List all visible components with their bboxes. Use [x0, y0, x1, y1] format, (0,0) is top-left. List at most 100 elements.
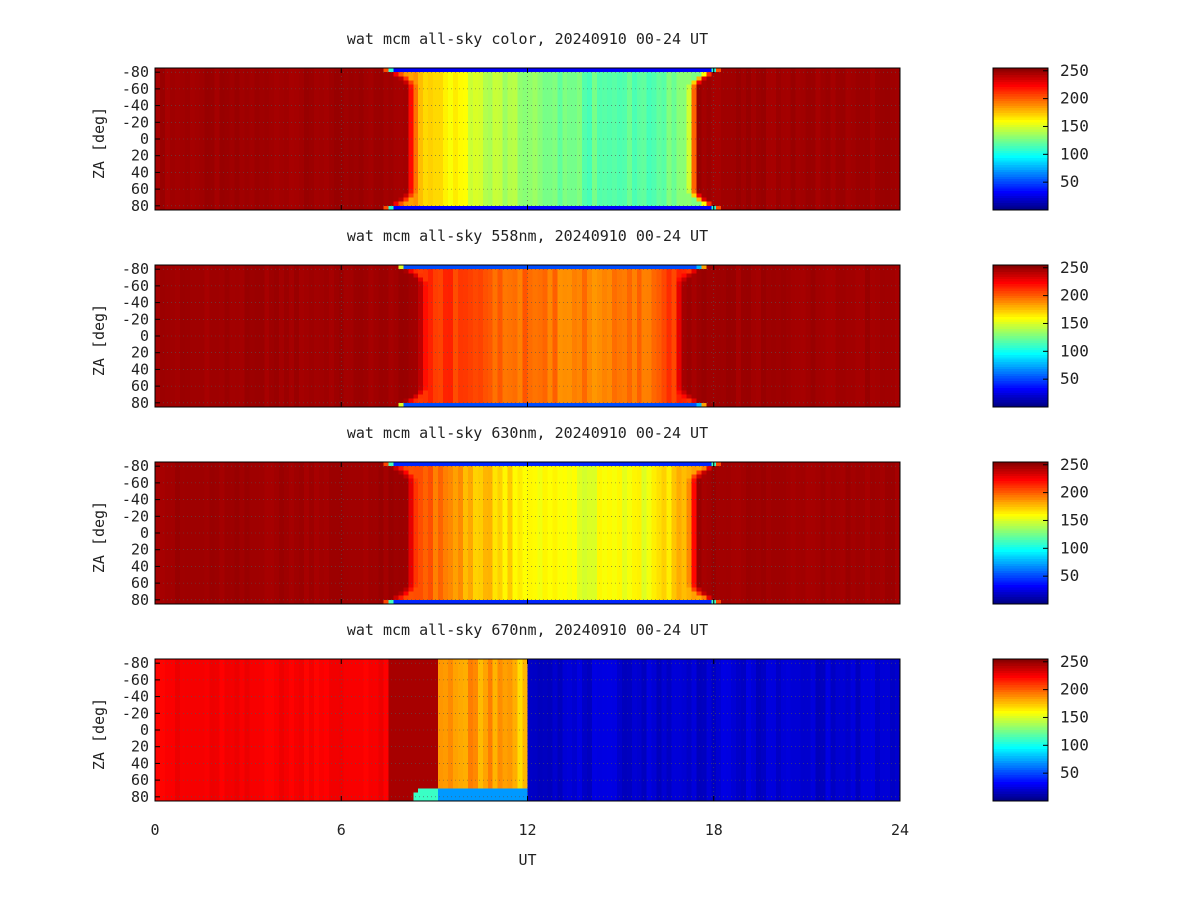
heatmap-cell	[457, 205, 464, 211]
heatmap-cell	[457, 118, 464, 123]
heatmap-cell	[731, 109, 737, 115]
heatmap-cell	[661, 172, 668, 178]
heatmap-cell	[542, 134, 548, 140]
heatmap-cell	[751, 76, 757, 82]
heatmap-cell	[249, 84, 255, 90]
heatmap-cell	[358, 93, 365, 98]
heatmap-cell	[428, 197, 434, 203]
heatmap-cell	[507, 147, 514, 153]
heatmap-cell	[850, 68, 856, 73]
heatmap-cell	[383, 172, 390, 178]
heatmap-cell	[775, 205, 782, 211]
heatmap-cell	[845, 122, 851, 128]
heatmap-cell	[681, 126, 688, 132]
heatmap-cell	[755, 130, 762, 136]
heatmap-cell	[666, 68, 673, 73]
heatmap-cell	[691, 109, 697, 115]
heatmap-cell	[646, 176, 653, 182]
heatmap-cell	[194, 201, 201, 207]
heatmap-cell	[194, 88, 201, 94]
heatmap-cell	[179, 76, 186, 82]
heatmap-cell	[368, 109, 375, 115]
heatmap-cell	[299, 151, 305, 157]
heatmap-cell	[666, 139, 673, 144]
heatmap-cell	[204, 101, 211, 107]
heatmap-cell	[234, 189, 241, 194]
heatmap-cell	[562, 97, 568, 103]
heatmap-cell	[785, 68, 792, 73]
heatmap-cell	[606, 168, 613, 174]
heatmap-cell	[229, 134, 236, 140]
heatmap-cell	[492, 76, 499, 82]
heatmap-cell	[274, 180, 280, 186]
heatmap-cell	[780, 193, 787, 199]
heatmap-cell	[259, 80, 265, 86]
heatmap-cell	[155, 105, 161, 111]
heatmap-cell	[746, 68, 752, 73]
heatmap-cell	[711, 147, 717, 153]
heatmap-cell	[805, 88, 812, 94]
heatmap-cell	[621, 72, 628, 77]
heatmap-cell	[403, 68, 409, 73]
heatmap-cell	[492, 113, 499, 119]
heatmap-cell	[825, 180, 832, 186]
heatmap-cell	[294, 134, 300, 140]
heatmap-cell	[204, 205, 211, 211]
heatmap-cell	[418, 139, 424, 144]
heatmap-cell	[204, 147, 211, 153]
heatmap-cell	[656, 93, 663, 98]
heatmap-cell	[214, 80, 221, 86]
heatmap-cell	[800, 101, 807, 107]
heatmap-cell	[805, 159, 812, 165]
heatmap-cell	[179, 139, 186, 144]
heatmap-cell	[155, 84, 161, 90]
heatmap-cell	[686, 118, 692, 123]
heatmap-cell	[358, 193, 365, 199]
heatmap-cell	[860, 80, 866, 86]
heatmap-cell	[746, 101, 752, 107]
heatmap-cell	[353, 118, 360, 123]
heatmap-cell	[189, 113, 196, 119]
heatmap-cell	[736, 88, 742, 94]
heatmap-cell	[711, 118, 717, 123]
heatmap-cell	[706, 139, 712, 144]
heatmap-cell	[388, 72, 394, 77]
heatmap-cell	[184, 201, 191, 207]
heatmap-cell	[299, 147, 305, 153]
heatmap-cell	[522, 80, 529, 86]
heatmap-cell	[795, 80, 802, 86]
heatmap-cell	[462, 151, 469, 157]
heatmap-cell	[398, 88, 404, 94]
heatmap-cell	[815, 97, 822, 103]
heatmap-cell	[308, 105, 315, 111]
heatmap-cell	[393, 105, 399, 111]
heatmap-cell	[507, 122, 514, 128]
heatmap-cell	[358, 68, 365, 73]
heatmap-cell	[691, 184, 697, 190]
heatmap-cell	[527, 168, 534, 174]
heatmap-cell	[567, 155, 573, 161]
heatmap-cell	[656, 176, 663, 182]
heatmap-cell	[328, 118, 335, 123]
heatmap-cell	[308, 93, 315, 98]
heatmap-cell	[204, 113, 211, 119]
heatmap-cell	[249, 113, 255, 119]
heatmap-cell	[676, 134, 683, 140]
heatmap-cell	[284, 201, 290, 207]
heatmap-cell	[785, 151, 792, 157]
heatmap-cell	[388, 147, 394, 153]
heatmap-cell	[527, 80, 534, 86]
heatmap-cell	[865, 176, 871, 182]
heatmap-cell	[368, 164, 375, 169]
heatmap-cell	[338, 184, 345, 190]
heatmap-cell	[368, 88, 375, 94]
heatmap-cell	[567, 168, 573, 174]
heatmap-cell	[428, 80, 434, 86]
heatmap-cell	[472, 84, 479, 90]
heatmap-cell	[547, 97, 553, 103]
heatmap-cell	[716, 122, 722, 128]
heatmap-cell	[284, 93, 290, 98]
heatmap-cell	[711, 159, 717, 165]
heatmap-cell	[805, 197, 812, 203]
